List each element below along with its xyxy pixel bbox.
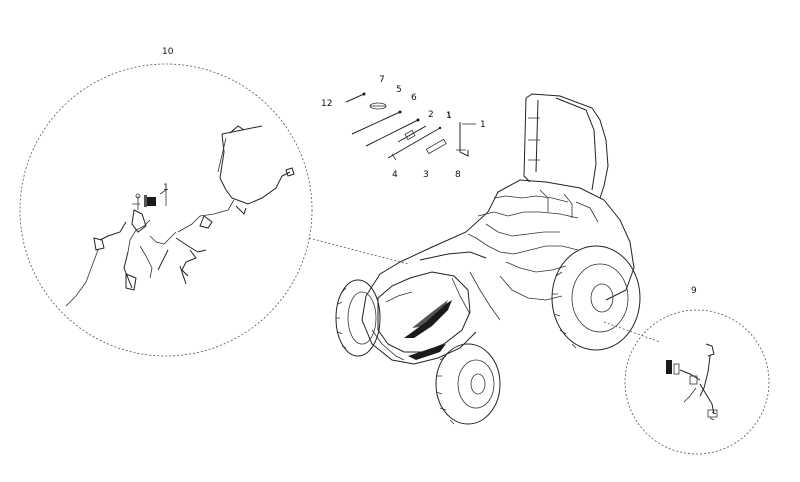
callout-2: 2 <box>428 110 434 120</box>
callout-12: 12 <box>321 99 332 109</box>
hose-assembly <box>65 125 295 307</box>
detail-circle-9: 9 <box>624 286 770 455</box>
callout-5: 5 <box>396 85 402 95</box>
callout-1-detail: 1 <box>163 183 169 193</box>
leader-9 <box>603 321 661 343</box>
hood-stripe-2 <box>412 300 448 328</box>
svg-text:1: 1 <box>480 120 486 130</box>
callout-9: 9 <box>691 286 697 296</box>
callout-8: 8 <box>455 170 461 180</box>
parts-cluster: 12 7 5 6 2 1 1 4 3 8 <box>321 75 486 180</box>
callout-4: 4 <box>392 170 398 180</box>
part-12 <box>345 93 365 103</box>
leader-10 <box>308 237 409 265</box>
part-6 <box>365 119 419 147</box>
callout-3: 3 <box>423 170 429 180</box>
rops-frame <box>525 93 609 199</box>
part-5 <box>351 111 401 135</box>
callout-7: 7 <box>379 75 385 85</box>
connector-dark <box>666 360 672 374</box>
sensor-assembly <box>666 343 718 421</box>
callout-1: 1 <box>446 111 452 121</box>
front-wheel-right <box>435 343 501 425</box>
grille-bar <box>408 344 446 360</box>
rear-wheel <box>551 245 641 351</box>
hood <box>377 271 471 353</box>
tractor-body <box>399 179 635 301</box>
callout-6: 6 <box>411 93 417 103</box>
callout-10: 10 <box>162 47 174 57</box>
part-2 <box>397 125 427 143</box>
part-4 <box>387 127 441 159</box>
relay-component: 1 <box>132 183 169 210</box>
part-3 <box>425 138 447 155</box>
part-8 <box>459 122 469 157</box>
detail-circle-10: 10 <box>19 47 409 357</box>
front-wheel-left <box>335 279 381 357</box>
tractor <box>335 93 661 425</box>
